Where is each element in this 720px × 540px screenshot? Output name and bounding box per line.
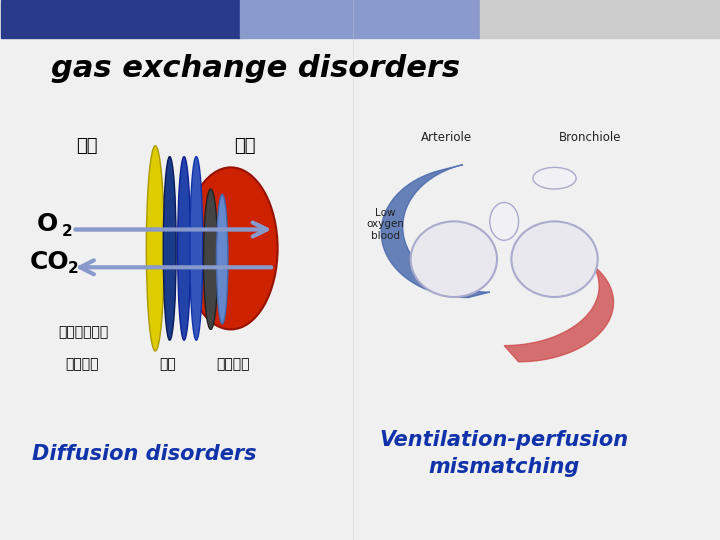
Ellipse shape [178,157,191,340]
Text: 上皮细胞: 上皮细胞 [66,357,99,372]
Text: Diffusion disorders: Diffusion disorders [32,443,257,464]
Ellipse shape [410,221,497,297]
Ellipse shape [204,189,218,329]
Text: 血液: 血液 [235,137,256,155]
Bar [480,0,720,38]
Text: Low
oxygen
blood: Low oxygen blood [366,207,405,241]
FancyArrowPatch shape [80,260,271,274]
Text: 表面活性物质: 表面活性物质 [58,325,109,339]
Ellipse shape [217,194,228,324]
Text: CO: CO [30,250,69,274]
Bar [1,0,240,38]
Text: 基膜: 基膜 [159,357,176,372]
Text: 2: 2 [68,261,78,276]
Ellipse shape [146,146,164,351]
Ellipse shape [490,202,518,240]
Text: Bronchiole: Bronchiole [559,131,622,144]
Text: Arteriole: Arteriole [421,131,472,144]
Text: 内皮细胞: 内皮细胞 [217,357,250,372]
Text: Alveoli: Alveoli [537,260,575,269]
Text: gas exchange disorders: gas exchange disorders [51,54,460,83]
Text: O: O [37,212,58,236]
Text: Alveoli: Alveoli [438,260,476,269]
Text: 2: 2 [62,224,73,239]
Ellipse shape [184,167,278,329]
Ellipse shape [533,167,576,189]
Polygon shape [504,230,613,362]
Text: Ventilation-perfusion
mismatching: Ventilation-perfusion mismatching [379,430,629,477]
Text: 肺泡: 肺泡 [76,137,98,155]
Ellipse shape [190,157,203,340]
Bar [240,0,480,38]
Polygon shape [381,165,490,298]
Ellipse shape [511,221,598,297]
FancyArrowPatch shape [76,222,266,237]
Ellipse shape [163,157,176,340]
